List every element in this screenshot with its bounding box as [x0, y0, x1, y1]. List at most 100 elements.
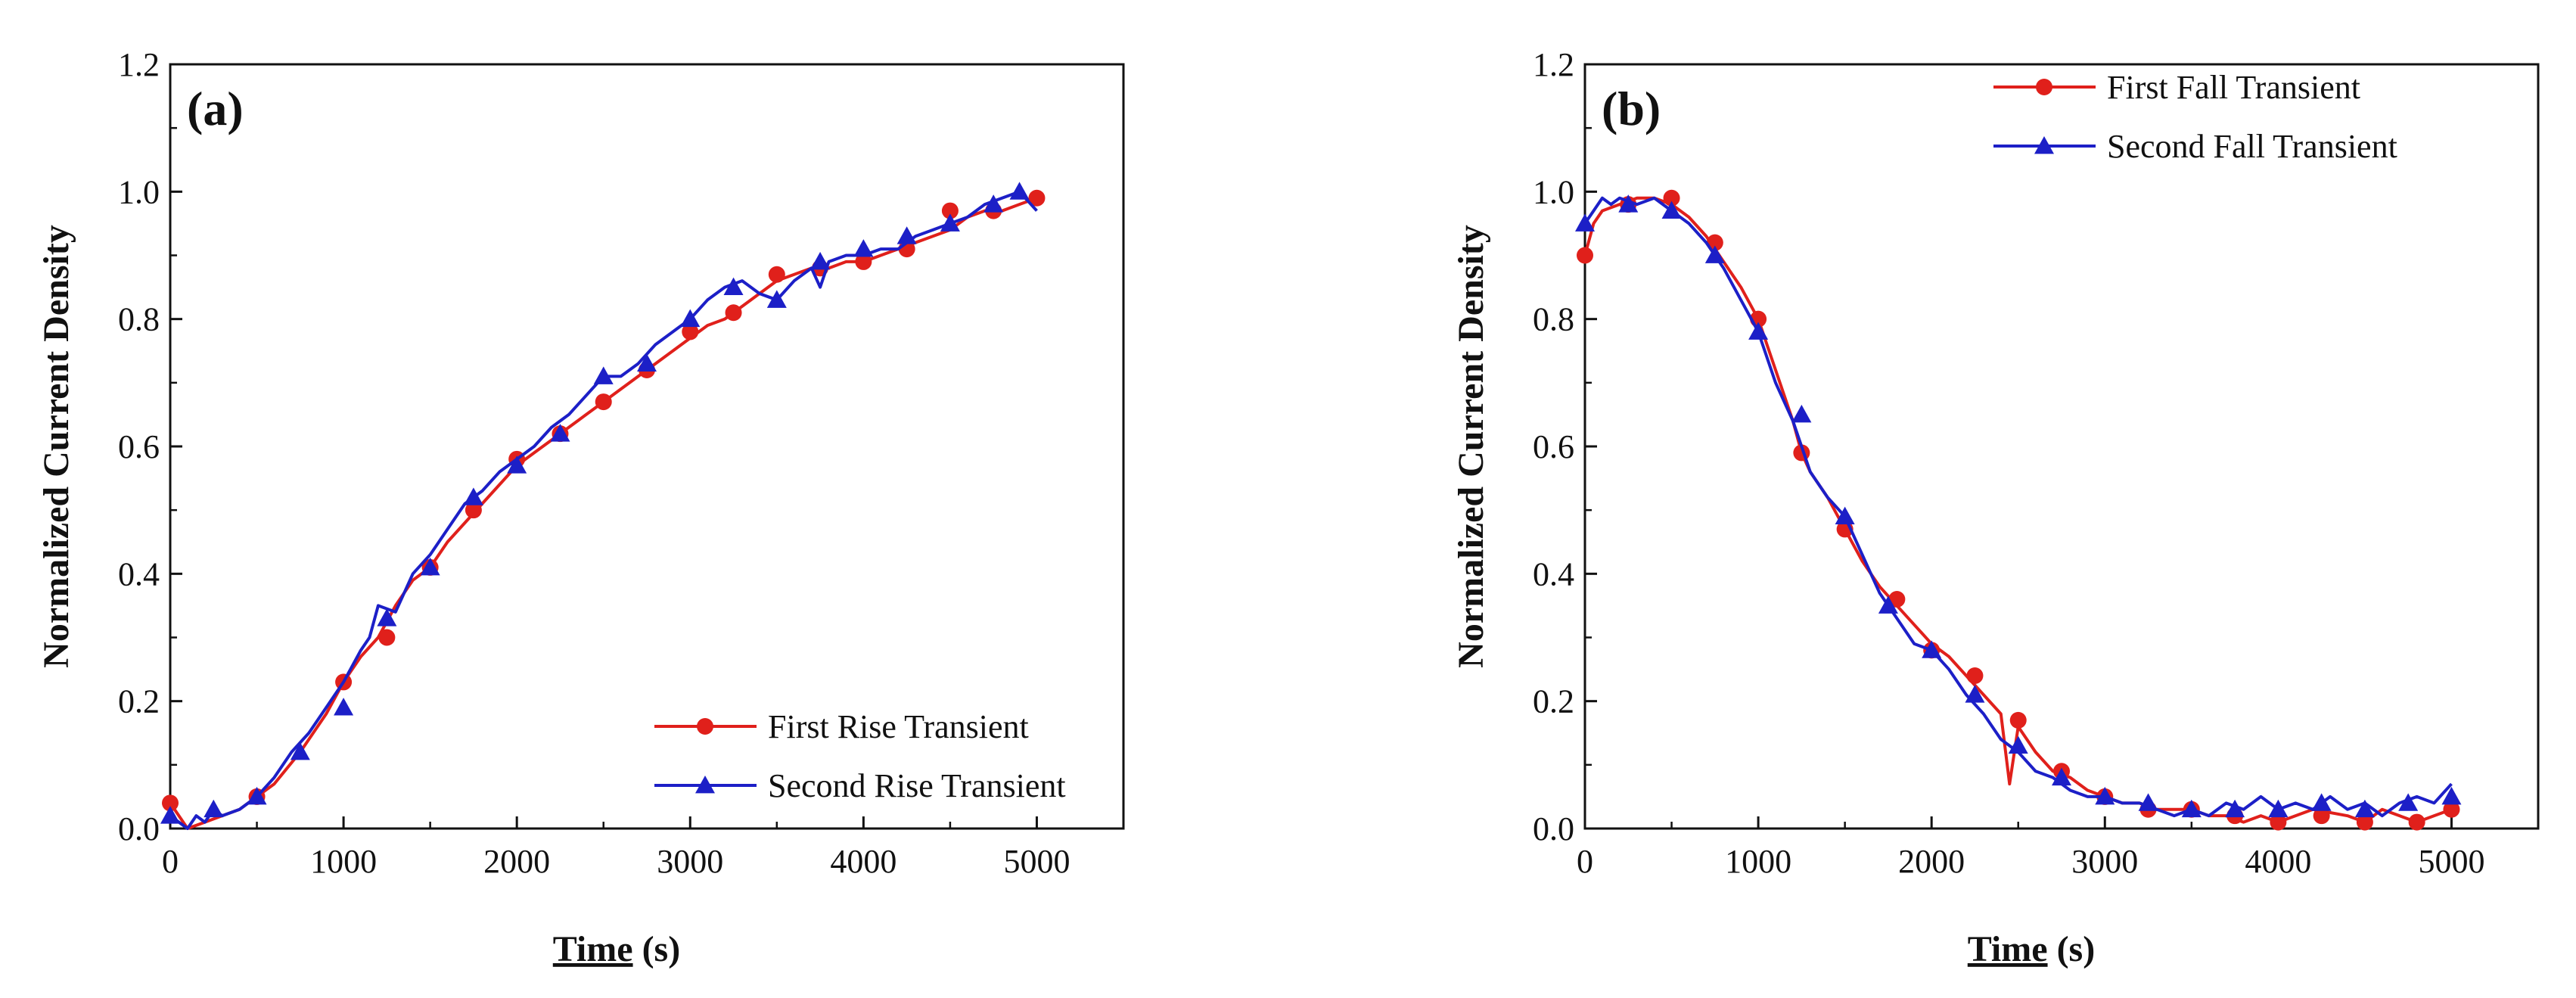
y-tick-label: 0.6 [118, 428, 160, 465]
data-point-triangle [593, 366, 614, 384]
x-tick-label: 3000 [2071, 843, 2138, 880]
y-tick-label: 1.0 [118, 173, 160, 210]
y-tick-label: 1.0 [1533, 173, 1574, 210]
data-point-triangle [1009, 182, 1030, 200]
data-point-triangle [766, 290, 787, 308]
x-axis-title: Time (s) [1968, 929, 2095, 969]
data-point-triangle [2138, 793, 2158, 811]
data-point-circle [725, 304, 742, 322]
x-axis-label: Time [1968, 929, 2048, 969]
data-point-triangle [1618, 194, 1639, 213]
legend-label: Second Rise Transient [768, 767, 1066, 804]
series-2 [1575, 194, 2462, 818]
data-point-triangle [247, 786, 267, 805]
y-tick-label: 0.2 [1533, 683, 1574, 720]
y-tick-label: 1.2 [1533, 46, 1574, 83]
data-point-triangle [2181, 799, 2202, 818]
data-point-circle [1663, 189, 1680, 207]
data-point-triangle [1748, 322, 1769, 340]
data-point-circle [465, 502, 482, 519]
series-line [1583, 196, 2453, 818]
data-point-triangle [2354, 799, 2375, 818]
y-tick-label: 0.8 [1533, 301, 1574, 338]
data-point-triangle [290, 742, 310, 760]
data-point-triangle [940, 213, 960, 232]
x-axis-title: Time (s) [553, 929, 680, 969]
data-point-triangle [2095, 786, 2115, 805]
data-point-triangle [420, 557, 440, 576]
data-point-circle [378, 629, 396, 646]
data-point-triangle [2008, 735, 2028, 754]
data-point-triangle [1965, 685, 1985, 703]
x-tick-label: 1000 [310, 843, 377, 880]
plot-frame [1583, 63, 2540, 830]
data-point-triangle [1704, 245, 1725, 263]
data-point-circle [2356, 813, 2373, 831]
data-point-circle [2270, 813, 2287, 831]
x-tick-label: 2000 [483, 843, 550, 880]
legend-marker-circle [697, 718, 713, 735]
data-point-circle [2313, 807, 2330, 825]
x-axis-unit: (s) [2057, 929, 2096, 969]
data-point-triangle [1791, 404, 1812, 423]
data-point-triangle [463, 487, 483, 505]
legend-marker-circle [2036, 79, 2052, 95]
data-point-triangle [1878, 595, 1898, 614]
x-tick-label: 5000 [1003, 843, 1070, 880]
y-tick-label: 0.4 [1533, 555, 1574, 592]
y-tick-label: 0.6 [1533, 428, 1574, 465]
data-point-circle [1577, 247, 1593, 264]
panel-label: (a) [187, 82, 244, 135]
data-point-triangle [550, 424, 570, 442]
series-1 [1577, 189, 2460, 831]
data-point-triangle [637, 353, 657, 372]
y-tick-label: 0.0 [118, 810, 160, 847]
series-2 [160, 182, 1038, 830]
data-point-circle [941, 202, 959, 219]
data-point-triangle [983, 194, 1004, 213]
x-tick-label: 4000 [2245, 843, 2311, 880]
data-point-triangle [204, 799, 224, 818]
data-point-circle [682, 323, 699, 340]
x-tick-label: 0 [162, 843, 179, 880]
data-point-circle [2443, 801, 2460, 818]
x-axis-unit: (s) [642, 929, 681, 969]
data-point-circle [768, 266, 785, 283]
data-point-triangle [2311, 793, 2332, 811]
y-tick-label: 0.2 [118, 683, 160, 720]
data-point-triangle [723, 277, 744, 295]
data-point-triangle [680, 309, 701, 328]
data-point-triangle [160, 806, 180, 824]
data-point-triangle [1661, 201, 1682, 219]
data-point-triangle [2052, 767, 2071, 786]
data-point-circle [162, 794, 179, 812]
legend-marker-triangle [695, 776, 715, 794]
data-point-circle [1966, 667, 1984, 684]
data-point-triangle [334, 698, 354, 716]
y-tick-label: 1.2 [118, 46, 160, 83]
data-point-triangle [810, 251, 831, 270]
y-axis-title: Normalized Current Density [1451, 225, 1491, 668]
data-point-triangle [2441, 786, 2462, 805]
panel-b: 0 1000 2000 3000 4000 5000 0.0 0.2 0.4 0.6 0.8 1.0 1… [1451, 46, 2540, 969]
y-tick-label: 0.4 [118, 555, 160, 592]
legend-label: Second Fall Transient [2107, 128, 2397, 165]
x-tick-label: 3000 [657, 843, 723, 880]
y-tick-label: 0.8 [118, 301, 160, 338]
series-line [169, 190, 1038, 830]
data-point-circle [1888, 591, 1906, 608]
legend-label: First Fall Transient [2107, 69, 2360, 106]
y-axis-title: Normalized Current Density [36, 225, 76, 668]
legend-label: First Rise Transient [768, 708, 1029, 745]
data-point-triangle [1922, 640, 1942, 658]
data-point-triangle [2225, 799, 2245, 818]
data-point-triangle [1835, 506, 1855, 524]
x-tick-label: 2000 [1898, 843, 1965, 880]
data-point-circle [2408, 813, 2425, 831]
x-tick-label: 1000 [1725, 843, 1791, 880]
data-point-triangle [853, 239, 874, 257]
legend: First Fall Transient Second Fall Transien… [1993, 69, 2397, 165]
data-point-triangle [2398, 793, 2419, 811]
x-tick-label: 4000 [830, 843, 896, 880]
